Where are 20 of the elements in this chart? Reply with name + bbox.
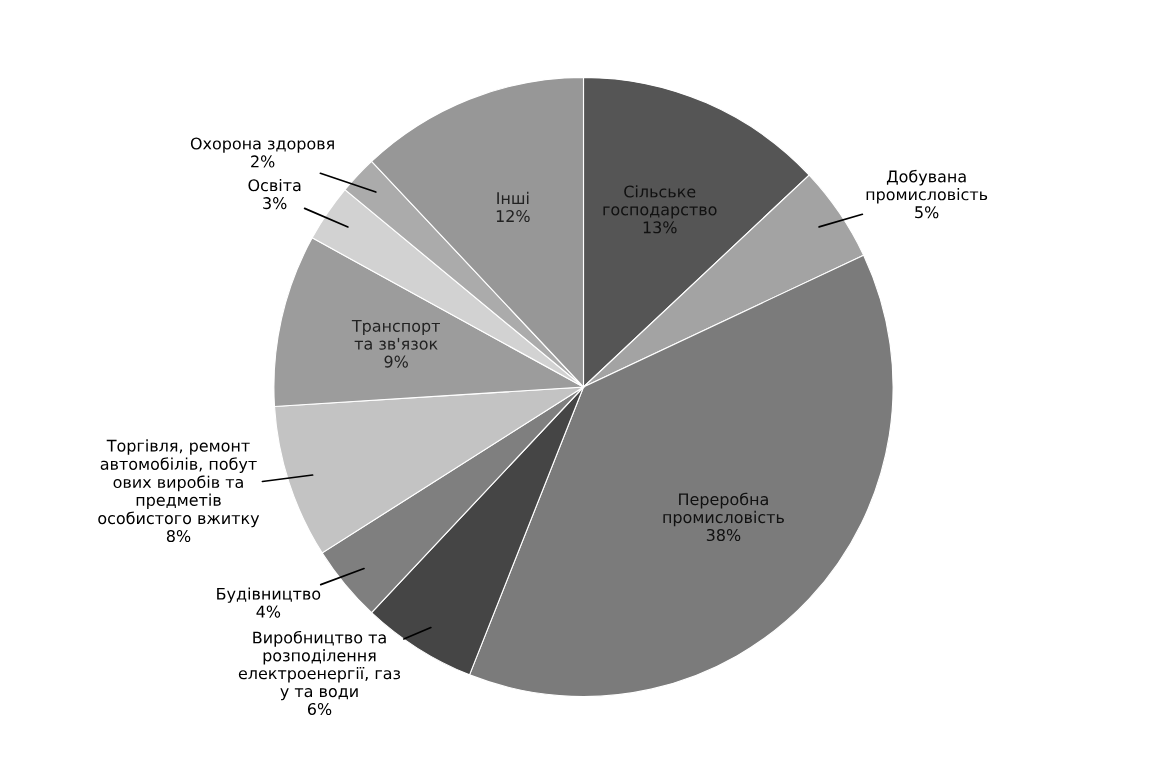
slice-label: Будівництво [217, 587, 321, 603]
slice-label: Транспорт та зв'язок [351, 320, 440, 350]
data-label: 8% [166, 529, 191, 543]
slice-label: Виробництво та розподілення електроенергії, газ у та води [238, 630, 401, 701]
data-label: 13% [643, 221, 677, 234]
data-label: 4% [256, 605, 281, 618]
slice-label: Переробна промисловість [663, 492, 784, 527]
slice-label: Інші [497, 191, 529, 204]
slice-label: Сільське господарство [603, 185, 717, 219]
data-label: 12% [496, 210, 530, 223]
slice-label: Охорона здоровя [190, 137, 334, 153]
data-label: 6% [307, 703, 332, 716]
slice-label: Торгівля, ремонт автомобілів, побут ових виробів та предметів особистого вжитку [98, 439, 260, 528]
data-label: 9% [384, 355, 408, 368]
slice-label: Освіта [248, 178, 301, 192]
slice-label: Добувана промисловість [866, 169, 988, 204]
data-label: 5% [915, 206, 939, 219]
data-label: 38% [706, 528, 741, 542]
data-label: 2% [251, 155, 275, 168]
data-label: 3% [263, 197, 287, 210]
